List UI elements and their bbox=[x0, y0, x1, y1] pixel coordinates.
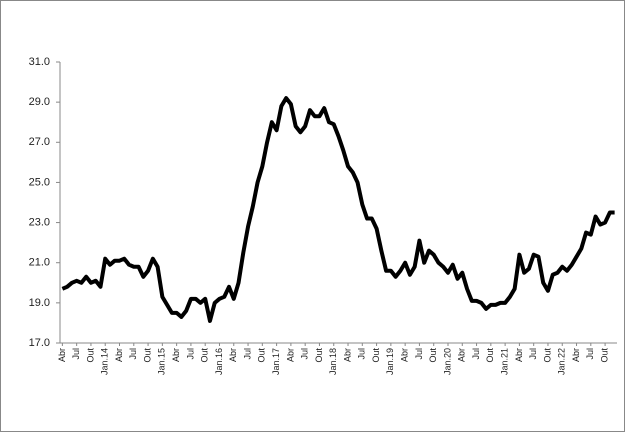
x-tick-label: Jan.16 bbox=[214, 348, 224, 375]
x-tick-label: Jan.20 bbox=[442, 348, 452, 375]
x-tick-label: Jul bbox=[300, 348, 310, 360]
y-tick-label: 31.0 bbox=[29, 56, 50, 68]
x-tick-label: Out bbox=[200, 348, 210, 363]
x-tick-label: Out bbox=[142, 348, 152, 363]
x-tick-label: Out bbox=[85, 348, 95, 363]
x-tick-label: Abr bbox=[514, 348, 524, 362]
y-tick-label: 23.0 bbox=[29, 216, 50, 228]
x-tick-label: Out bbox=[428, 348, 438, 363]
x-tick-label: Jan.21 bbox=[499, 348, 509, 375]
x-tick-label: Abr bbox=[571, 348, 581, 362]
x-tick-label: Jul bbox=[357, 348, 367, 360]
x-tick-label: Jul bbox=[585, 348, 595, 360]
x-tick-label: Jan.17 bbox=[271, 348, 281, 375]
y-tick-label: 17.0 bbox=[29, 337, 50, 349]
x-tick-label: Abr bbox=[285, 348, 295, 362]
x-tick-label: Jan.15 bbox=[157, 348, 167, 375]
y-tick-label: 19.0 bbox=[29, 297, 50, 309]
x-tick-label: Abr bbox=[342, 348, 352, 362]
x-tick-label: Jul bbox=[128, 348, 138, 360]
x-tick-label: Jan.18 bbox=[328, 348, 338, 375]
x-tick-label: Abr bbox=[171, 348, 181, 362]
x-tick-label: Abr bbox=[400, 348, 410, 362]
x-tick-label: Out bbox=[542, 348, 552, 363]
y-tick-label: 29.0 bbox=[29, 96, 50, 108]
x-tick-label: Out bbox=[371, 348, 381, 363]
x-tick-label: Jul bbox=[185, 348, 195, 360]
x-tick-label: Out bbox=[257, 348, 267, 363]
x-tick-label: Jan.22 bbox=[557, 348, 567, 375]
x-tick-label: Abr bbox=[57, 348, 67, 362]
y-tick-label: 21.0 bbox=[29, 257, 50, 269]
x-tick-label: Out bbox=[314, 348, 324, 363]
x-tick-label: Out bbox=[485, 348, 495, 363]
x-tick-label: Jul bbox=[471, 348, 481, 360]
x-tick-label: Jul bbox=[414, 348, 424, 360]
x-tick-label: Jul bbox=[242, 348, 252, 360]
data-line bbox=[61, 96, 615, 323]
y-tick-label: 25.0 bbox=[29, 176, 50, 188]
x-tick-label: Jul bbox=[528, 348, 538, 360]
x-tick-label: Jul bbox=[71, 348, 81, 360]
x-tick-label: Out bbox=[599, 348, 609, 363]
x-tick-label: Abr bbox=[114, 348, 124, 362]
y-tick-label: 27.0 bbox=[29, 136, 50, 148]
x-tick-label: Jan.14 bbox=[100, 348, 110, 375]
x-tick-label: Jan.19 bbox=[385, 348, 395, 375]
x-tick-label: Abr bbox=[228, 348, 238, 362]
x-tick-label: Abr bbox=[457, 348, 467, 362]
